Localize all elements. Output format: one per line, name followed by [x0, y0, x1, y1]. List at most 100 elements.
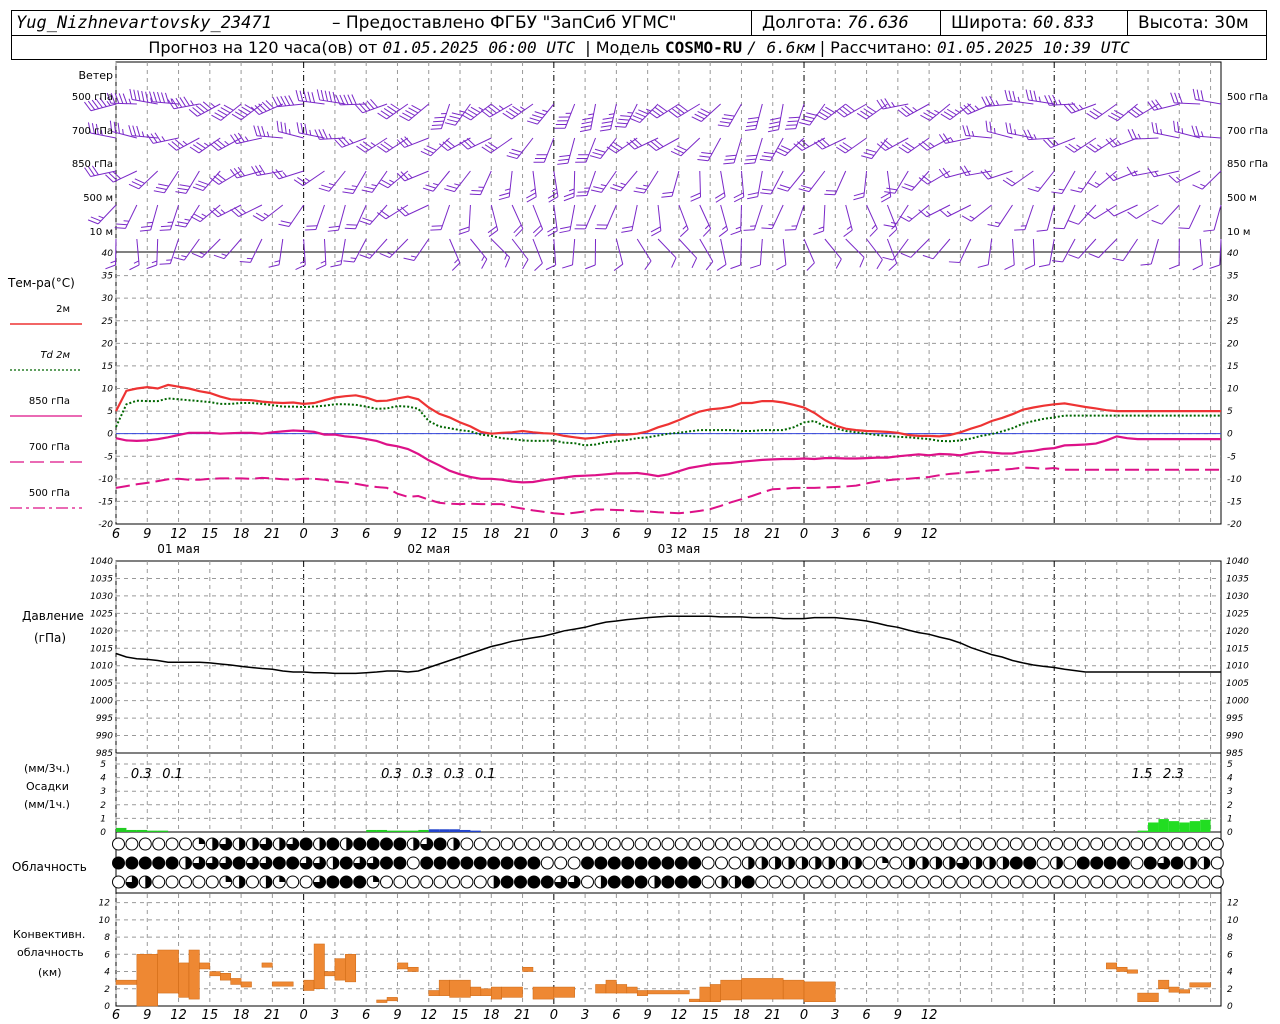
conv-bar — [803, 981, 836, 1002]
barb-shaft — [572, 238, 576, 265]
barb-feather — [481, 146, 492, 154]
barb-feather — [690, 196, 701, 202]
cloud-circle — [808, 837, 822, 851]
cloud-symbol — [621, 875, 635, 889]
wind-barb — [610, 170, 638, 192]
cloud-circle — [447, 875, 460, 889]
cloud-symbol — [688, 837, 702, 851]
cloud-symbol — [433, 856, 447, 870]
wind-barb — [901, 170, 930, 191]
cloud-fill — [621, 857, 634, 869]
cloud-symbol — [661, 837, 675, 851]
barb-shaft — [340, 238, 346, 265]
barb-feather — [484, 144, 495, 152]
barb-feather — [801, 118, 813, 123]
barb-half-feather — [128, 98, 132, 104]
barb-feather — [318, 129, 324, 140]
barb-half-feather — [504, 188, 511, 191]
cloud-circle — [192, 875, 206, 889]
wind-barb — [799, 103, 826, 126]
cloud-circle — [1050, 837, 1063, 851]
barb-feather — [128, 183, 139, 190]
cloud-symbol — [581, 856, 594, 870]
barb-feather — [759, 158, 771, 162]
cloud-fill — [1190, 857, 1197, 869]
barb-feather — [105, 264, 116, 270]
barb-half-feather — [454, 183, 460, 186]
conv-bar — [689, 998, 701, 1002]
cloud-symbol — [1157, 837, 1171, 851]
conv-bar — [230, 978, 242, 985]
cloud-symbol — [232, 837, 246, 851]
barb-feather — [512, 105, 522, 113]
conv-bar — [480, 988, 492, 996]
barb-feather — [343, 94, 349, 105]
barb-feather — [191, 252, 203, 258]
barb-feather — [723, 162, 735, 165]
cloud-circle — [286, 875, 300, 889]
barb-feather — [140, 225, 152, 228]
cloud-fill — [675, 857, 688, 869]
y-tick-label: -5 — [104, 452, 113, 462]
computed-label: Рассчитано: — [830, 38, 932, 57]
barb-feather — [253, 125, 258, 136]
x-tick-label: 18 — [233, 1008, 250, 1023]
barb-feather — [321, 184, 332, 189]
barb-feather — [446, 185, 458, 189]
cloud-fill — [1090, 857, 1103, 869]
barb-shaft — [634, 137, 659, 150]
cloud-circle — [473, 875, 487, 889]
cloud-fill — [487, 857, 500, 869]
barb-feather — [633, 190, 645, 194]
barb-feather — [91, 99, 100, 109]
precip-sum-label: 0.3 — [444, 767, 465, 782]
barb-feather — [1027, 129, 1033, 140]
wind-barb — [109, 120, 137, 139]
barb-feather — [881, 196, 891, 203]
barb-shaft — [1096, 170, 1118, 188]
cloud-symbol — [983, 875, 996, 889]
barb-feather — [355, 104, 363, 114]
barb-feather — [884, 191, 895, 194]
barb-feather — [1006, 177, 1016, 185]
wind-barb — [938, 167, 971, 179]
wind-barb — [760, 170, 784, 195]
wind-barb — [730, 204, 742, 236]
barb-feather — [922, 175, 932, 183]
x-tick-label: 21 — [264, 527, 281, 542]
barb-feather — [1173, 120, 1176, 132]
cloud-symbol — [259, 837, 273, 851]
barb-shaft — [440, 103, 451, 129]
barb-shaft — [757, 170, 763, 197]
barb-feather — [171, 141, 181, 149]
cloud-fill — [265, 876, 272, 888]
cloud-fill — [353, 857, 366, 870]
cloud-symbol — [1117, 856, 1130, 870]
conv-bar — [605, 979, 617, 994]
cloud-circle — [567, 856, 581, 870]
cloud-fill — [239, 838, 246, 850]
pressure-unit: (гПа) — [34, 631, 66, 645]
barb-shaft — [759, 238, 763, 265]
cloud-fill — [514, 876, 527, 888]
barb-feather — [599, 128, 611, 132]
frame-lower — [115, 560, 1222, 1007]
barb-shaft — [111, 130, 137, 139]
barb-feather — [1023, 129, 1029, 140]
wind-barb — [114, 204, 138, 229]
barb-feather — [361, 189, 373, 193]
barb-feather — [1027, 187, 1039, 192]
y-tick-label: 1015 — [90, 644, 113, 654]
cloud-symbol — [1210, 875, 1224, 889]
barb-feather — [1168, 174, 1178, 183]
wind-barb — [1024, 238, 1036, 270]
cloud-fill — [413, 838, 420, 850]
y-tick-label: -20 — [98, 520, 113, 530]
barb-shaft — [1062, 238, 1076, 263]
cloud-fill — [300, 857, 313, 870]
barb-feather — [668, 110, 678, 118]
cloud-fill — [326, 838, 339, 850]
cloud-symbol — [1184, 856, 1197, 870]
wind-barb — [987, 204, 1013, 228]
barb-feather — [359, 220, 371, 225]
